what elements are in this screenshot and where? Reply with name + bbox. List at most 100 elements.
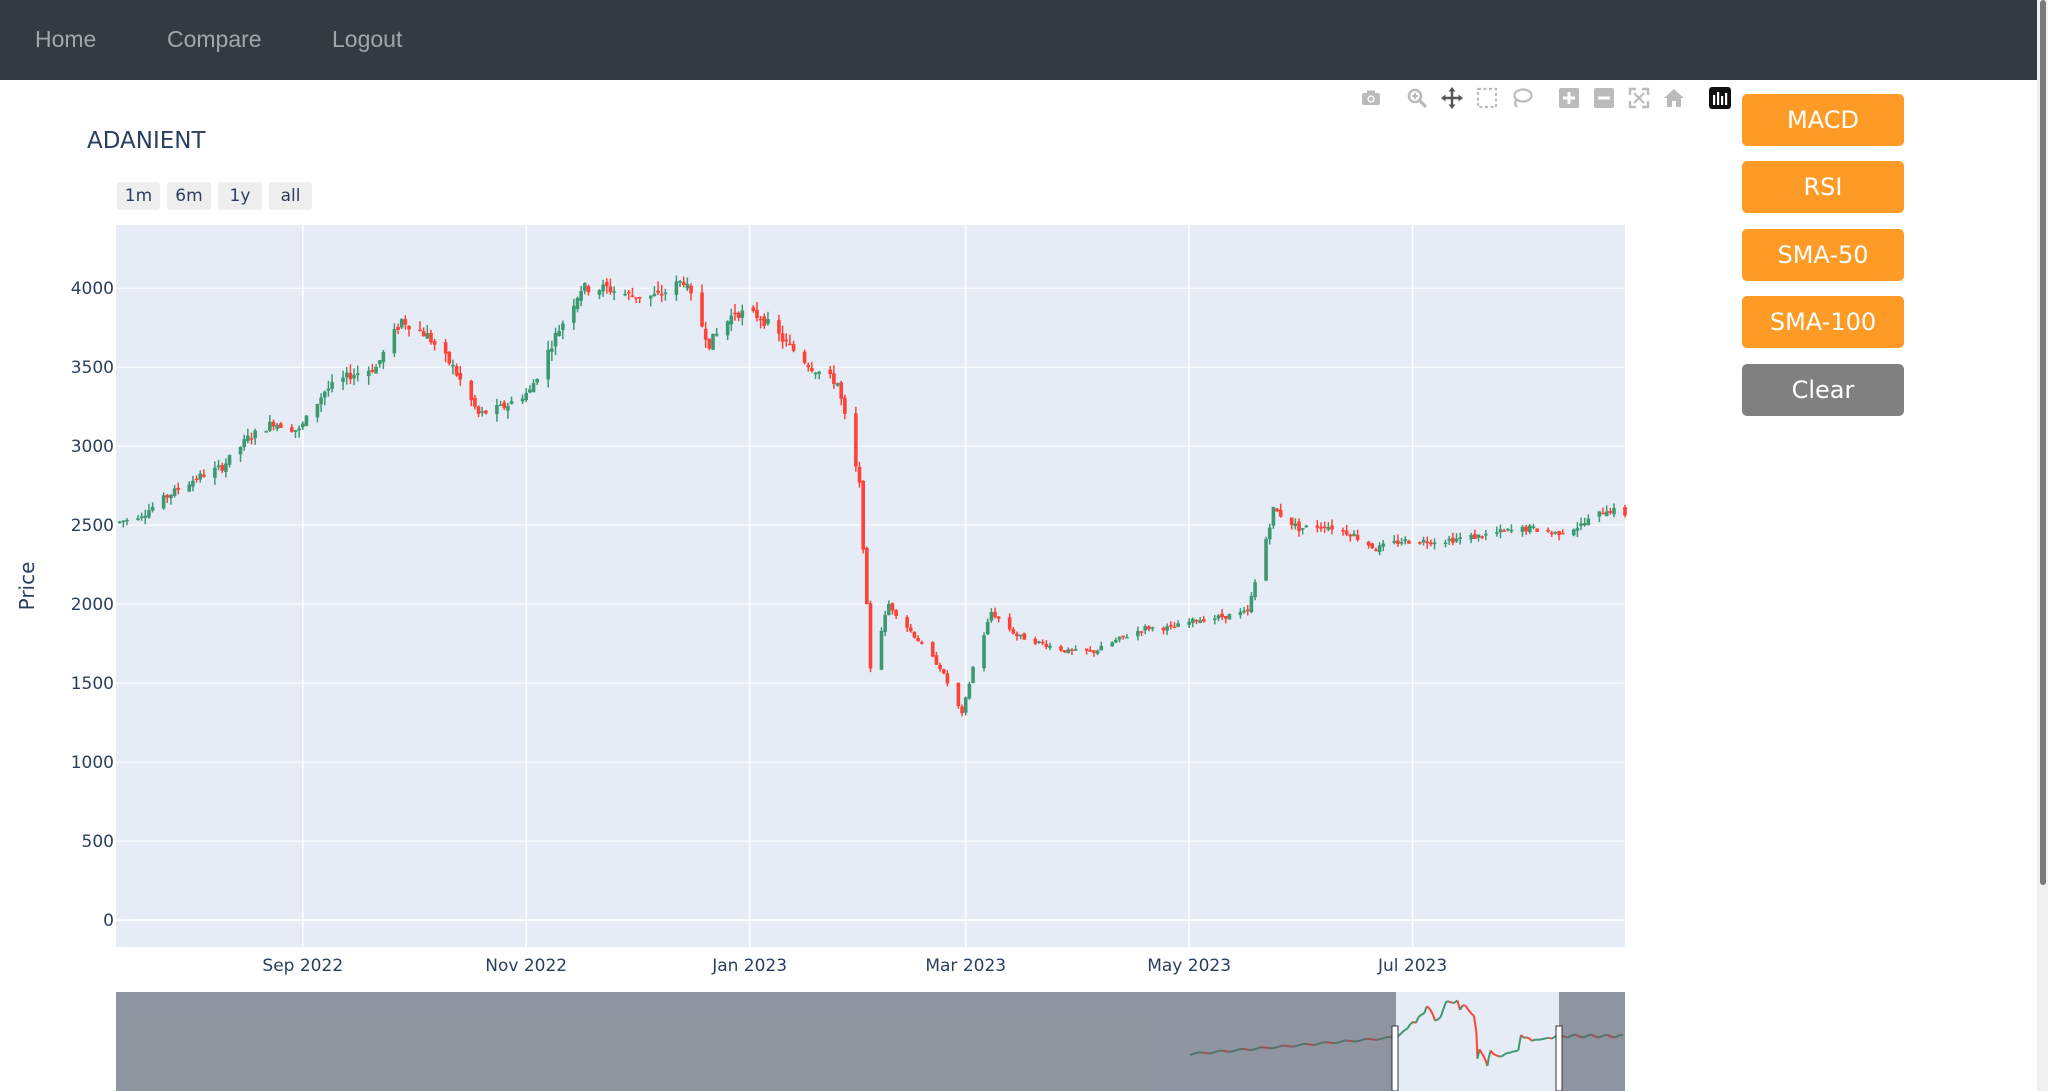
candle-body-down [194, 478, 199, 481]
candle-body-down [1319, 527, 1323, 529]
y-tick-label: 1000 [71, 753, 114, 773]
candle-body-up [528, 389, 532, 393]
range-slider-trace-segment [1423, 1005, 1428, 1014]
box-select-icon[interactable] [1475, 86, 1499, 110]
candle-body-up [1300, 528, 1305, 530]
candle-body-up [813, 372, 818, 375]
camera-icon[interactable] [1359, 86, 1383, 110]
range-slider[interactable] [116, 992, 1625, 1091]
range-button-6m[interactable]: 6m [167, 182, 211, 210]
candle-body-down [1341, 529, 1345, 532]
candle-body-down [1374, 549, 1378, 552]
range-slider-handle-left[interactable] [1391, 1025, 1399, 1091]
autoscale-icon[interactable] [1627, 86, 1651, 110]
candle-body-down [1396, 540, 1400, 544]
candles [117, 275, 1627, 717]
candle-body-down [1059, 646, 1063, 651]
candle-body-up [572, 305, 576, 323]
range-slider-trace-segment [1551, 1036, 1555, 1040]
range-slider-trace-segment [1456, 1000, 1462, 1011]
candle-body-up [1458, 537, 1462, 540]
candle-body-up [1293, 523, 1298, 526]
macd-button[interactable]: MACD [1742, 94, 1904, 146]
candle-body-up [451, 364, 455, 367]
reset-axes-icon[interactable] [1662, 86, 1686, 110]
candle-body-up [1143, 626, 1147, 631]
candle-body-up [1377, 545, 1382, 553]
candle-body-up [879, 630, 884, 670]
candle-body-up [161, 495, 166, 509]
candle-body-down [271, 421, 276, 427]
pan-icon[interactable] [1440, 86, 1464, 110]
candle-body-up [963, 697, 968, 713]
range-slider-handle-right[interactable] [1555, 1025, 1563, 1091]
candle-body-down [755, 309, 759, 319]
candle-body-down [1245, 609, 1250, 612]
candle-body-up [1443, 542, 1448, 545]
candle-body-up [187, 484, 192, 492]
candle-body-down [220, 465, 225, 471]
y-tick-label: 3500 [71, 358, 114, 378]
candle-body-up [685, 283, 690, 289]
candle-body-up [238, 446, 243, 455]
y-tick-label: 3000 [71, 437, 114, 457]
sma-50-button[interactable]: SMA-50 [1742, 229, 1904, 281]
rsi-button[interactable]: RSI [1742, 161, 1904, 213]
nav-link-compare[interactable]: Compare [167, 26, 262, 52]
candle-body-down [1348, 534, 1353, 537]
candle-body-up [982, 635, 986, 669]
range-button-all[interactable]: all [269, 182, 312, 210]
candle-body-up [1191, 618, 1195, 623]
candle-body-up [1505, 528, 1510, 531]
candle-body-down [1007, 617, 1012, 630]
lasso-select-icon[interactable] [1510, 86, 1534, 110]
nav-link-logout[interactable]: Logout [332, 26, 403, 52]
clear-button[interactable]: Clear [1742, 364, 1904, 416]
candle-body-down [1344, 530, 1349, 535]
zoom-out-icon[interactable] [1592, 86, 1616, 110]
candle-body-down [1161, 627, 1166, 631]
plot-area[interactable] [116, 225, 1625, 947]
candle-body-up [887, 603, 891, 616]
range-slider-trace-segment [1467, 1009, 1472, 1015]
candle-body-up [381, 352, 386, 363]
candle-body-up [1099, 645, 1104, 651]
candle-body-up [652, 293, 657, 297]
plotly-logo-icon[interactable] [1708, 86, 1732, 110]
candle-body-up [971, 667, 975, 683]
candle-body-up [374, 366, 378, 374]
candle-body-down [429, 332, 433, 343]
y-axis-ticks: 0 500 1000 1500 2000 2500 3000 3500 4000 [71, 279, 114, 931]
candle-body-up [1165, 626, 1169, 631]
candle-body-up [341, 377, 345, 382]
x-tick-label: May 2023 [1147, 956, 1231, 976]
candle-body-down [443, 342, 448, 354]
range-button-1y[interactable]: 1y [218, 182, 262, 210]
y-tick-label: 0 [103, 911, 114, 931]
candle-body-down [919, 642, 924, 644]
scrollbar-thumb[interactable] [2040, 0, 2046, 885]
candle-body-up [495, 405, 499, 415]
candle-body-down [1278, 509, 1283, 517]
candle-body-up [253, 430, 257, 439]
sma-100-button[interactable]: SMA-100 [1742, 296, 1904, 348]
x-tick-label: Jul 2023 [1377, 956, 1447, 976]
range-slider-mask-left [116, 992, 1396, 1091]
zoom-in-icon[interactable] [1557, 86, 1581, 110]
range-slider-trace-segment [1487, 1050, 1492, 1060]
nav-link-home[interactable]: Home [35, 26, 97, 52]
candle-body-up [1579, 523, 1583, 526]
candle-body-up [601, 284, 605, 292]
zoom-icon[interactable] [1405, 86, 1429, 110]
candle-body-up [1509, 529, 1514, 532]
candle-body-down [290, 427, 294, 432]
candle-body-down [1560, 532, 1565, 535]
candle-body-up [242, 439, 246, 448]
candle-body-down [1275, 508, 1279, 512]
range-slider-trace-segment [1409, 1021, 1414, 1025]
range-slider-trace-segment [1531, 1038, 1536, 1042]
candle-body-down [890, 603, 895, 611]
range-button-1m[interactable]: 1m [117, 182, 160, 210]
range-slider-mask-right [1559, 992, 1625, 1091]
candle-body-up [1469, 535, 1473, 540]
